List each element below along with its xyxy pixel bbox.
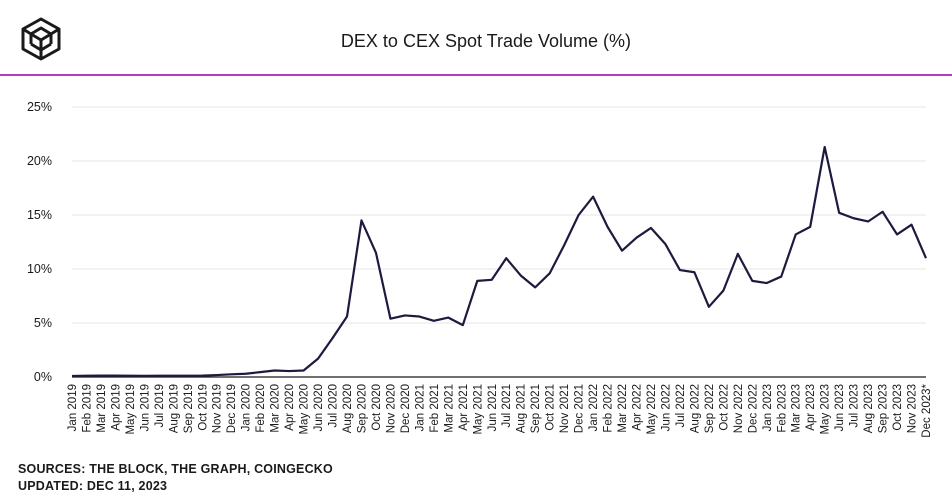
y-tick-label: 15%: [27, 208, 52, 222]
x-tick-label: Nov 2023: [907, 384, 919, 433]
x-tick-label: Jul 2021: [501, 384, 513, 427]
x-tick-label: Mar 2021: [443, 384, 455, 433]
x-tick-label: Jul 2019: [154, 384, 166, 427]
x-tick-label: Oct 2023: [892, 384, 904, 431]
x-tick-label: Feb 2021: [429, 384, 441, 433]
y-tick-label: 0%: [34, 370, 52, 384]
x-tick-label: Oct 2022: [718, 384, 730, 431]
x-tick-label: Jan 2023: [762, 384, 774, 431]
x-tick-label: Aug 2019: [168, 384, 180, 433]
x-tick-label: Mar 2019: [96, 384, 108, 433]
y-tick-label: 5%: [34, 316, 52, 330]
x-tick-label: Oct 2020: [371, 384, 383, 431]
x-tick-label: Apr 2019: [110, 384, 122, 431]
x-tick-label: Sep 2021: [530, 384, 542, 433]
line-chart: 0% 5% 10% 15% 20% 25% Jan 2019 Feb 2019 Mar 2019…: [27, 100, 933, 438]
x-tick-label: Sep 2020: [356, 384, 368, 433]
x-tick-label: Jan 2019: [67, 384, 79, 431]
x-tick-label: Mar 2023: [791, 384, 803, 433]
y-tick-label: 10%: [27, 262, 52, 276]
x-tick-label: Dec 2019: [226, 384, 238, 433]
x-tick-label: Sep 2019: [183, 384, 195, 433]
chart-title: DEX to CEX Spot Trade Volume (%): [340, 31, 632, 51]
x-tick-label: Jul 2020: [328, 384, 340, 427]
x-tick-label: May 2021: [472, 384, 484, 435]
x-tick-label: Feb 2022: [603, 384, 615, 433]
x-tick-label: Jul 2023: [849, 384, 861, 427]
x-tick-label: Dec 2020: [400, 384, 412, 433]
x-tick-label: Mar 2020: [270, 384, 282, 433]
header-divider: [0, 74, 952, 76]
x-tick-label: Nov 2022: [733, 384, 745, 433]
x-tick-label: Nov 2020: [385, 384, 397, 433]
x-tick-label: Aug 2021: [516, 384, 528, 433]
x-tick-label: Jun 2020: [313, 384, 325, 431]
x-tick-label: Feb 2020: [255, 384, 267, 433]
x-tick-label: Jun 2023: [834, 384, 846, 431]
x-tick-label: Apr 2022: [632, 384, 644, 431]
y-tick-label: 25%: [27, 100, 52, 114]
x-tick-label: Oct 2021: [545, 384, 557, 431]
x-tick-label: Jun 2021: [487, 384, 499, 431]
updated-note: UPDATED: DEC 11, 2023: [18, 479, 168, 493]
x-tick-label: Jun 2022: [660, 384, 672, 431]
x-tick-label: Nov 2021: [559, 384, 571, 433]
x-tick-label: Jul 2022: [675, 384, 687, 427]
x-tick-label: Dec 2021: [574, 384, 586, 433]
x-tick-label: Jan 2020: [241, 384, 253, 431]
x-tick-label: Jan 2021: [414, 384, 426, 431]
x-tick-label: Apr 2023: [805, 384, 817, 431]
x-tick-label: Jun 2019: [139, 384, 151, 431]
x-tick-label: Dec 2023*: [921, 383, 933, 437]
x-tick-label: Aug 2022: [689, 384, 701, 433]
series-line: [71, 145, 928, 378]
sources-note: SOURCES: THE BLOCK, THE GRAPH, COINGECKO: [18, 462, 333, 476]
x-tick-label: Apr 2021: [458, 384, 470, 431]
x-tick-label: Mar 2022: [617, 384, 629, 433]
x-tick-label: May 2023: [820, 384, 832, 435]
x-tick-label: Feb 2023: [776, 384, 788, 433]
x-tick-label: May 2020: [299, 384, 311, 435]
x-tick-label: Aug 2020: [342, 384, 354, 433]
cube-logo-icon: [21, 17, 61, 61]
x-tick-label: May 2022: [646, 384, 658, 435]
x-tick-label: Dec 2022: [747, 384, 759, 433]
y-tick-label: 20%: [27, 154, 52, 168]
x-tick-label: Aug 2023: [863, 384, 875, 433]
x-tick-label: Oct 2019: [197, 384, 209, 431]
x-tick-label: Sep 2023: [878, 384, 890, 433]
x-tick-label: Sep 2022: [704, 384, 716, 433]
x-tick-label: Nov 2019: [212, 384, 224, 433]
x-tick-label: Jan 2022: [588, 384, 600, 431]
x-tick-label: May 2019: [125, 384, 137, 435]
x-tick-label: Apr 2020: [284, 384, 296, 431]
x-tick-label: Feb 2019: [81, 384, 93, 433]
